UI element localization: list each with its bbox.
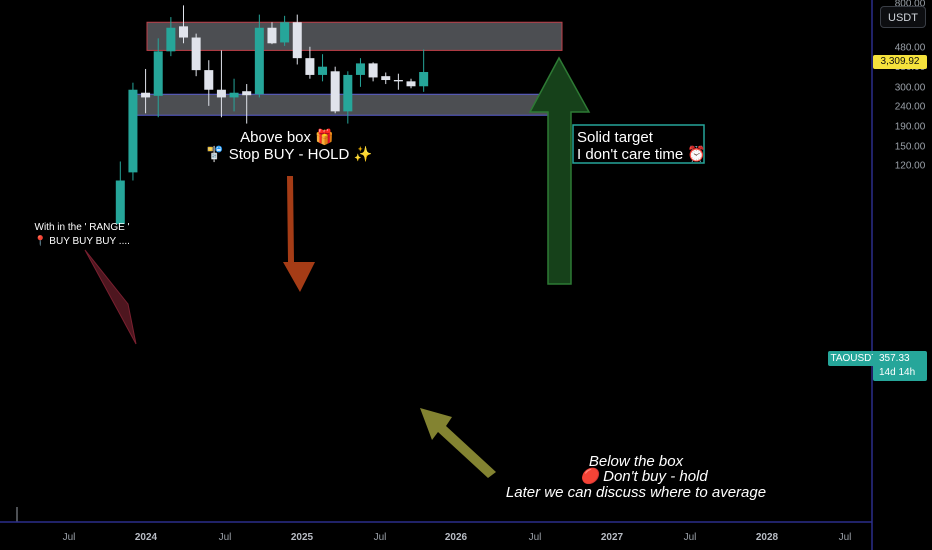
above-box-arrow bbox=[283, 176, 315, 292]
candle-body bbox=[318, 66, 328, 75]
candle-body bbox=[229, 92, 239, 98]
y-tick-label: 190.00 bbox=[895, 121, 926, 132]
candle-body bbox=[115, 180, 125, 225]
candle-body bbox=[280, 22, 290, 43]
last-price: 357.33 bbox=[879, 353, 910, 364]
range-note-line2: 📍 BUY BUY BUY .... bbox=[34, 234, 130, 247]
candle-body bbox=[166, 27, 176, 52]
candle-body bbox=[153, 51, 163, 96]
x-tick-label: 2027 bbox=[601, 532, 624, 543]
currency-button[interactable]: USDT bbox=[880, 6, 926, 28]
candles bbox=[16, 5, 429, 522]
below-note-line3: Later we can discuss where to average bbox=[506, 484, 766, 501]
target-annotation-box bbox=[572, 124, 705, 164]
upper-range-box bbox=[146, 21, 563, 51]
last-price-tag: 357.33 14d 14h bbox=[873, 351, 927, 381]
countdown: 14d 14h bbox=[879, 367, 916, 378]
x-tick-label: Jul bbox=[374, 532, 387, 543]
candle-body bbox=[267, 27, 277, 44]
candle-body bbox=[179, 26, 188, 38]
below-note-line2: 🔴 Don't buy - hold bbox=[580, 467, 708, 485]
candle-body bbox=[292, 22, 302, 59]
x-tick-label: 2025 bbox=[291, 532, 314, 543]
candle-body bbox=[191, 37, 201, 71]
below-note-line1: Below the box bbox=[589, 453, 684, 470]
above-note-line2: 🚏 Stop BUY - HOLD ✨ bbox=[206, 145, 372, 163]
candle-body bbox=[406, 81, 416, 87]
candle-body bbox=[242, 91, 252, 96]
range-note-line1: With in the ' RANGE ' bbox=[35, 222, 130, 233]
candle-body bbox=[368, 63, 378, 78]
y-tick-label: 480.00 bbox=[895, 42, 926, 53]
x-tick-label: 2024 bbox=[135, 532, 158, 543]
candle-body bbox=[381, 76, 391, 81]
y-tick-label: 120.00 bbox=[895, 160, 926, 171]
candle-body bbox=[254, 27, 264, 95]
candle-body bbox=[141, 92, 151, 98]
target-note-line2: I don't care time ⏰ bbox=[577, 144, 706, 163]
y-tick-label: 800.00 bbox=[895, 0, 926, 10]
candle-body bbox=[305, 58, 315, 75]
annotations: With in the ' RANGE '📍 BUY BUY BUY .... A… bbox=[34, 56, 766, 501]
candle-body bbox=[330, 71, 340, 112]
above-note-line1: Above box 🎁 bbox=[240, 128, 334, 146]
x-tick-label: Jul bbox=[839, 532, 852, 543]
x-tick-label: Jul bbox=[684, 532, 697, 543]
target-arrow bbox=[528, 56, 591, 285]
target-price-tag: 3,309.92 bbox=[873, 55, 927, 69]
x-tick-label: Jul bbox=[63, 532, 76, 543]
candle-body bbox=[128, 89, 138, 173]
x-tick-label: Jul bbox=[529, 532, 542, 543]
range-arrow bbox=[84, 249, 137, 345]
x-tick-label: 2026 bbox=[445, 532, 468, 543]
candle-body bbox=[204, 70, 214, 90]
y-tick-label: 150.00 bbox=[895, 141, 926, 152]
symbol-tag: TAOUSDT bbox=[828, 351, 880, 366]
x-tick-label: Jul bbox=[219, 532, 232, 543]
target-note-line1: Solid target bbox=[577, 129, 654, 146]
candle-body bbox=[355, 63, 365, 75]
below-box-arrow bbox=[420, 408, 496, 478]
candle-body bbox=[343, 74, 353, 112]
candle-body bbox=[419, 72, 429, 87]
candle-body bbox=[216, 89, 226, 98]
y-tick-label: 300.00 bbox=[895, 82, 926, 93]
candle-body bbox=[393, 80, 403, 82]
x-tick-label: 2028 bbox=[756, 532, 779, 543]
y-tick-label: 240.00 bbox=[895, 101, 926, 112]
